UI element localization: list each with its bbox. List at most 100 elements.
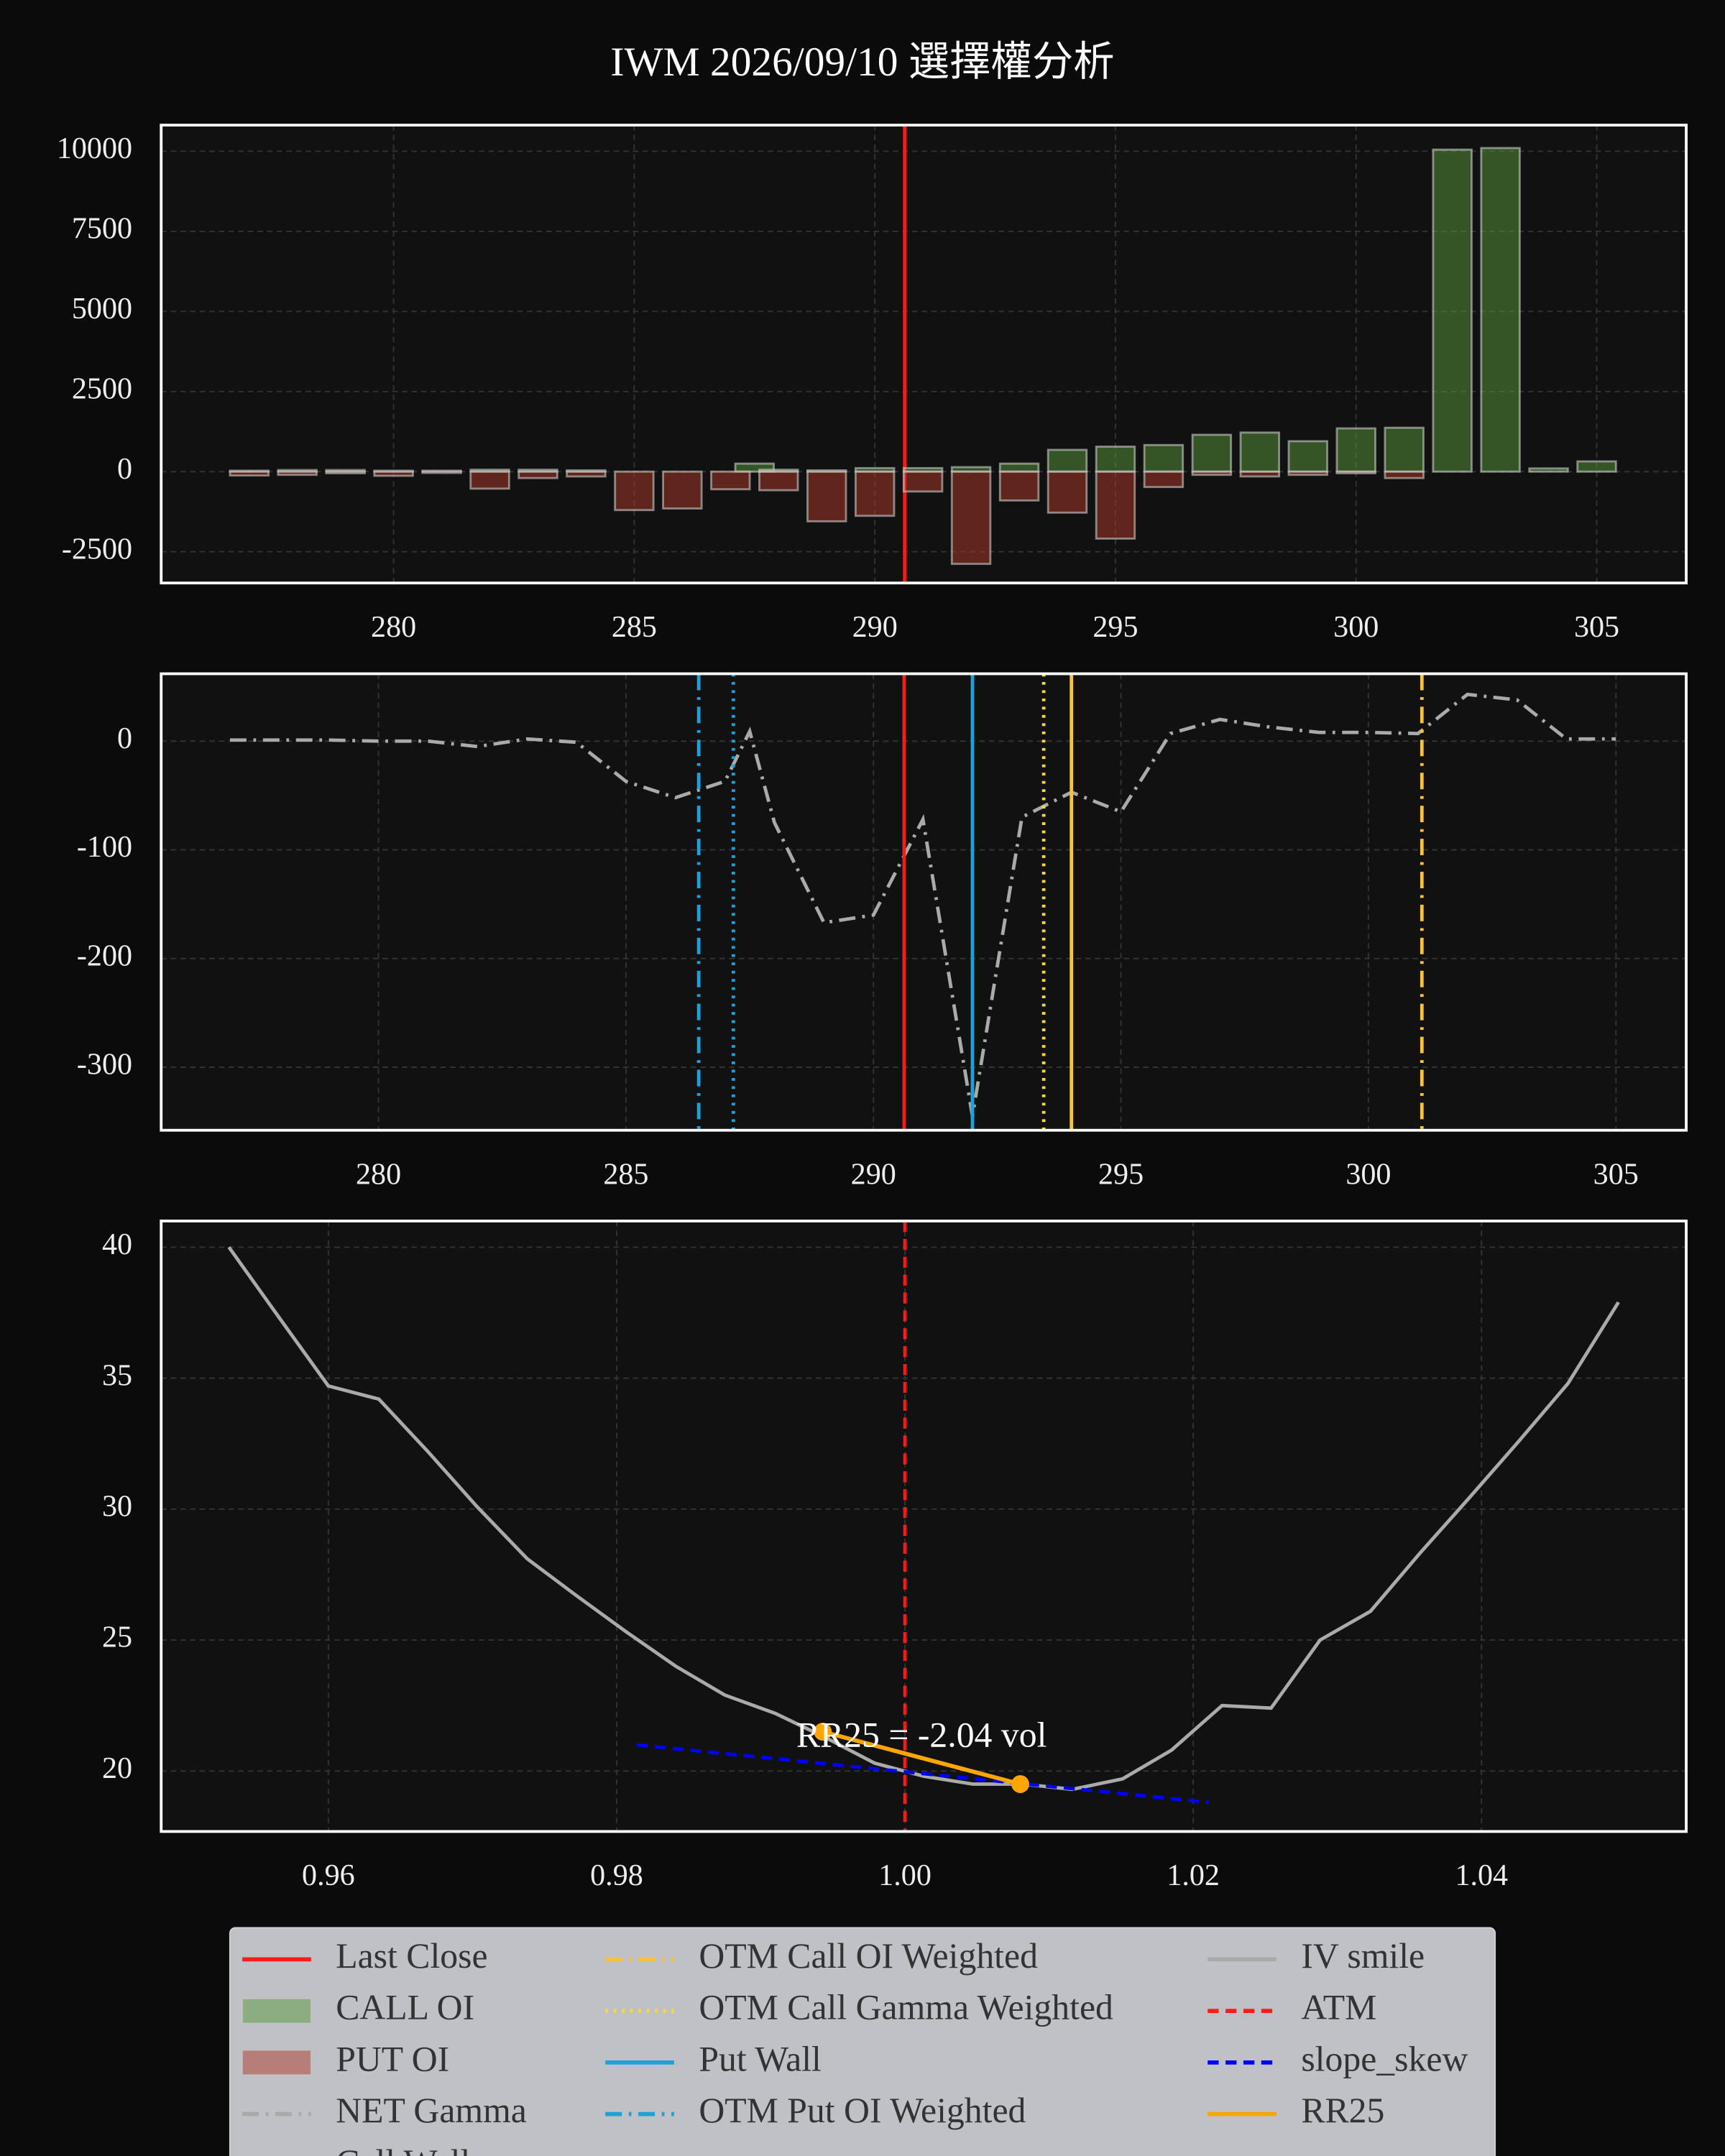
legend-label: OTM Call OI Weighted bbox=[699, 1936, 1038, 1976]
bar bbox=[806, 470, 847, 522]
bar bbox=[1287, 440, 1328, 473]
bar bbox=[998, 462, 1040, 473]
bar bbox=[1576, 460, 1617, 473]
plot-frame bbox=[160, 672, 1688, 1132]
legend: Last Close CALL OI PUT OI NET Gamma Call Wal… bbox=[229, 1927, 1496, 2156]
y-tick-label: 7500 bbox=[72, 212, 132, 246]
bar bbox=[902, 470, 944, 493]
bar bbox=[854, 470, 896, 517]
y-tick-label: 10000 bbox=[57, 132, 132, 165]
x-tick-label: 305 bbox=[1593, 1157, 1639, 1191]
bar bbox=[1143, 470, 1184, 489]
bar bbox=[421, 470, 462, 474]
x-tick-label: 285 bbox=[603, 1157, 648, 1191]
legend-swatch bbox=[242, 2049, 312, 2076]
bar bbox=[734, 462, 776, 473]
x-tick-label: 0.98 bbox=[590, 1858, 643, 1892]
x-tick-label: 305 bbox=[1574, 610, 1619, 644]
y-tick-label: -2500 bbox=[62, 532, 132, 566]
legend-label: NET Gamma bbox=[336, 2091, 527, 2130]
bar bbox=[1046, 448, 1088, 473]
legend-label: RR25 bbox=[1301, 2091, 1384, 2130]
bar bbox=[229, 470, 270, 477]
x-tick-label: 1.04 bbox=[1455, 1858, 1508, 1892]
x-tick-label: 0.96 bbox=[302, 1858, 355, 1892]
line bbox=[229, 692, 1616, 1117]
legend-label: CALL OI bbox=[336, 1988, 474, 2027]
bar bbox=[1095, 470, 1136, 540]
figure-title: IWM 2026/09/10 選擇權分析 bbox=[610, 40, 1114, 85]
plot-area bbox=[161, 1220, 1687, 1832]
x-tick-label: 1.00 bbox=[878, 1858, 932, 1892]
x-tick-label: 295 bbox=[1098, 1157, 1144, 1191]
panel: 280 285 290 295 300 305 -2500 0 2500 5000 7500 1000… bbox=[57, 124, 1688, 644]
panel: 280 285 290 295 300 305 -300 -200 -100 0 bbox=[77, 672, 1688, 1191]
y-tick-label: 2500 bbox=[72, 372, 132, 405]
bar bbox=[373, 470, 414, 477]
bar bbox=[1335, 427, 1376, 473]
legend-label: OTM Put OI Weighted bbox=[699, 2091, 1026, 2130]
bar bbox=[710, 470, 751, 491]
legend-label: slope_skew bbox=[1301, 2039, 1468, 2078]
bar bbox=[325, 470, 366, 474]
y-tick-label: 0 bbox=[117, 722, 132, 755]
bar bbox=[1191, 433, 1233, 473]
plot-area bbox=[161, 125, 1687, 584]
line bbox=[227, 1246, 1620, 1792]
bar bbox=[1239, 470, 1281, 478]
bar bbox=[614, 470, 655, 512]
legend-label: Last Close bbox=[336, 1936, 487, 1976]
bar bbox=[1239, 431, 1281, 473]
bar bbox=[566, 470, 607, 478]
line bbox=[822, 1729, 1021, 1787]
legend-label: PUT OI bbox=[336, 2039, 449, 2078]
bar bbox=[1287, 470, 1328, 476]
marker bbox=[814, 1723, 832, 1741]
bar bbox=[1432, 148, 1473, 473]
y-tick-label: 25 bbox=[102, 1621, 132, 1654]
bar bbox=[1095, 446, 1136, 473]
y-tick-label: 35 bbox=[102, 1358, 132, 1392]
annotation: RR25 = -2.04 vol bbox=[796, 1715, 1047, 1755]
legend-label: Put Wall bbox=[699, 2039, 822, 2078]
legend-box bbox=[229, 1927, 1496, 2156]
x-tick-label: 280 bbox=[371, 610, 416, 644]
x-tick-label: 300 bbox=[1346, 1157, 1391, 1191]
plot-frame bbox=[160, 1220, 1688, 1833]
legend-label: OTM Call Gamma Weighted bbox=[699, 1988, 1113, 2027]
panel: 0.96 0.98 1.00 1.02 1.04 20 25 30 35 40 RR25 = -2.… bbox=[102, 1220, 1688, 1892]
bar bbox=[758, 470, 799, 492]
y-tick-label: 5000 bbox=[72, 292, 132, 326]
y-tick-label: 30 bbox=[102, 1490, 132, 1524]
bar bbox=[1046, 470, 1088, 514]
plot-content bbox=[229, 673, 1616, 1130]
bar bbox=[1335, 470, 1376, 474]
legend-label: IV smile bbox=[1301, 1936, 1425, 1976]
marker bbox=[1011, 1775, 1029, 1793]
legend-label: Call Wall bbox=[336, 2142, 470, 2156]
x-tick-label: 300 bbox=[1333, 610, 1379, 644]
bar bbox=[1480, 147, 1521, 473]
bar bbox=[277, 470, 318, 476]
bar bbox=[662, 470, 703, 510]
plot-area bbox=[161, 673, 1687, 1130]
y-tick-label: -100 bbox=[77, 830, 132, 864]
x-tick-label: 1.02 bbox=[1167, 1858, 1220, 1892]
x-tick-label: 290 bbox=[852, 610, 898, 644]
bar bbox=[1384, 426, 1425, 473]
x-tick-label: 285 bbox=[612, 610, 657, 644]
bar bbox=[1384, 470, 1425, 479]
plot-content bbox=[227, 1220, 1620, 1832]
legend-swatch bbox=[242, 1997, 312, 2024]
x-tick-label: 280 bbox=[356, 1157, 401, 1191]
bar bbox=[950, 470, 992, 566]
bar bbox=[469, 470, 510, 490]
bar bbox=[518, 470, 558, 479]
y-tick-label: 20 bbox=[102, 1751, 132, 1785]
plot-frame bbox=[160, 124, 1688, 585]
y-tick-label: -200 bbox=[77, 939, 132, 972]
line bbox=[636, 1743, 1210, 1805]
bar bbox=[1191, 470, 1233, 476]
y-tick-label: 40 bbox=[102, 1227, 132, 1261]
